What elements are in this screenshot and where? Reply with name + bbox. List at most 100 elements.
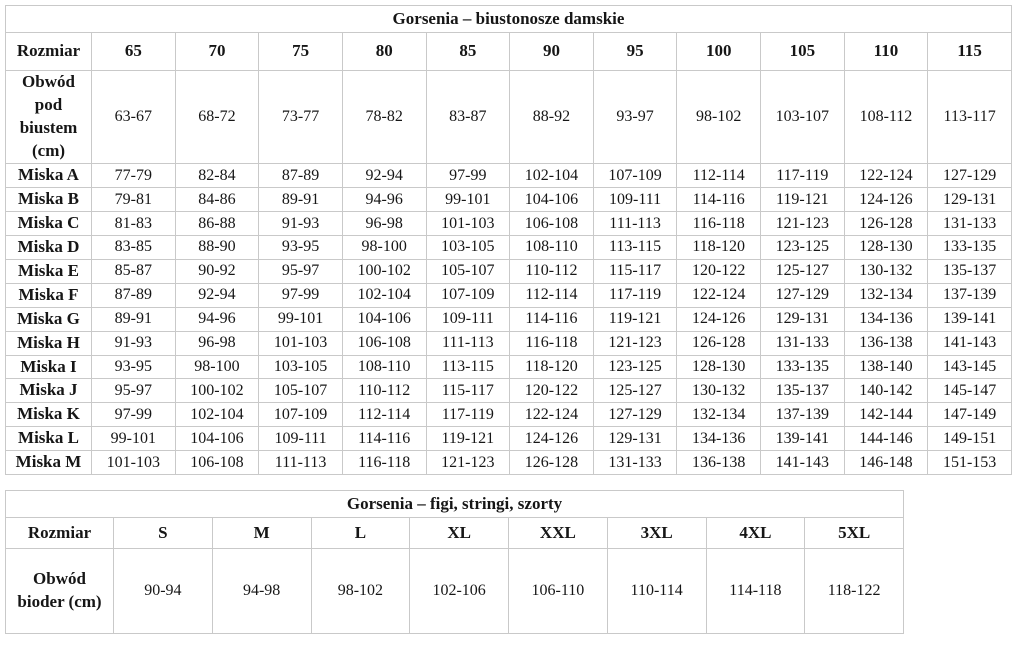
bras-cup-row: Miska A 77-79 82-84 87-89 92-94 97-99 102-104 1…	[5, 163, 1012, 188]
briefs-size-header-row: Rozmiar S M L XL XXL 3XL 4XL 5XL	[5, 517, 904, 549]
bras-underbust-cell: 93-97	[592, 70, 678, 164]
bras-size-cell: 95	[592, 32, 678, 71]
bras-cup-value-cell: 95-97	[91, 378, 176, 404]
bras-cup-value-cell: 121-123	[425, 450, 511, 476]
bras-cup-value-cell: 101-103	[425, 210, 511, 236]
bras-underbust-cell: 68-72	[174, 70, 260, 164]
bras-cup-row: Miska B 79-81 84-86 89-91 94-96 99-101 104-106…	[5, 186, 1012, 212]
bras-cup-value-cell: 137-139	[760, 402, 845, 428]
bras-cup-value-cell: 86-88	[174, 210, 260, 236]
bras-cup-value-cell: 114-116	[676, 186, 761, 212]
bras-cup-value-cell: 124-126	[843, 186, 929, 212]
bras-size-table: Gorsenia – biustonosze damskie Rozmiar 6…	[5, 5, 1012, 476]
bras-cup-value-cell: 109-111	[592, 186, 678, 212]
bras-cup-row: Miska G 89-91 94-96 99-101 104-106 109-111 114…	[5, 306, 1012, 332]
bras-cup-label: Miska D	[5, 234, 92, 260]
bras-cup-row: Miska D 83-85 88-90 93-95 98-100 103-105 108-1…	[5, 234, 1012, 260]
bras-cup-value-cell: 95-97	[258, 258, 343, 284]
bras-cup-row: Miska K 97-99 102-104 107-109 112-114 117-119…	[5, 402, 1012, 428]
bras-cup-value-cell: 106-108	[341, 330, 427, 356]
bras-underbust-cell: 78-82	[341, 70, 427, 164]
briefs-size-cell: 5XL	[804, 517, 904, 549]
bras-cup-label: Miska K	[5, 402, 92, 428]
bras-cup-value-cell: 121-123	[592, 330, 678, 356]
bras-cup-label: Miska M	[5, 450, 92, 476]
bras-cup-value-cell: 112-114	[676, 163, 761, 188]
bras-cup-value-cell: 151-153	[927, 450, 1012, 476]
bras-cup-value-cell: 133-135	[927, 234, 1012, 260]
bras-cup-value-cell: 117-119	[592, 282, 678, 308]
bras-cup-value-cell: 119-121	[425, 426, 511, 452]
bras-cup-label: Miska G	[5, 306, 92, 332]
bras-cup-value-cell: 135-137	[927, 258, 1012, 284]
bras-cup-label: Miska H	[5, 330, 92, 356]
bras-cup-value-cell: 106-108	[509, 210, 594, 236]
bras-cup-value-cell: 104-106	[174, 426, 260, 452]
bras-cup-label: Miska C	[5, 210, 92, 236]
bras-size-cell: 105	[760, 32, 845, 71]
bras-cup-value-cell: 104-106	[509, 186, 594, 212]
briefs-size-table: Gorsenia – figi, stringi, szorty Rozmiar…	[5, 490, 904, 634]
bras-cup-label: Miska E	[5, 258, 92, 284]
bras-cup-value-cell: 79-81	[91, 186, 176, 212]
bras-cup-label: Miska I	[5, 354, 92, 380]
bras-cup-value-cell: 125-127	[592, 378, 678, 404]
bras-cup-value-cell: 94-96	[341, 186, 427, 212]
bras-cup-value-cell: 104-106	[341, 306, 427, 332]
briefs-hips-cell: 94-98	[211, 548, 312, 634]
bras-cup-value-cell: 138-140	[843, 354, 929, 380]
bras-underbust-cell: 108-112	[843, 70, 929, 164]
bras-cup-value-cell: 122-124	[843, 163, 929, 188]
bras-cup-value-cell: 132-134	[843, 282, 929, 308]
bras-underbust-label: Obwód pod biustem (cm)	[5, 70, 92, 164]
bras-cup-value-cell: 108-110	[509, 234, 594, 260]
bras-cup-value-cell: 103-105	[425, 234, 511, 260]
bras-cup-value-cell: 99-101	[91, 426, 176, 452]
bras-cup-value-cell: 127-129	[927, 163, 1012, 188]
bras-cup-value-cell: 112-114	[509, 282, 594, 308]
bras-cup-value-cell: 96-98	[341, 210, 427, 236]
bras-cup-row: Miska J 95-97 100-102 105-107 110-112 115-117…	[5, 378, 1012, 404]
bras-cup-value-cell: 109-111	[258, 426, 343, 452]
bras-cup-value-cell: 135-137	[760, 378, 845, 404]
bras-cup-row: Miska C 81-83 86-88 91-93 96-98 101-103 106-10…	[5, 210, 1012, 236]
bras-cup-value-cell: 134-136	[843, 306, 929, 332]
bras-cup-value-cell: 132-134	[676, 402, 761, 428]
bras-cup-value-cell: 113-115	[592, 234, 678, 260]
bras-cup-value-cell: 118-120	[509, 354, 594, 380]
briefs-hips-row: Obwód bioder (cm) 90-94 94-98 98-102 102-10…	[5, 548, 904, 634]
bras-cup-value-cell: 124-126	[509, 426, 594, 452]
bras-cup-value-cell: 146-148	[843, 450, 929, 476]
bras-cup-row: Miska L 99-101 104-106 109-111 114-116 119-12…	[5, 426, 1012, 452]
bras-size-cell: 110	[843, 32, 929, 71]
briefs-hips-label: Obwód bioder (cm)	[5, 548, 114, 634]
bras-underbust-cell: 98-102	[676, 70, 761, 164]
bras-cup-row: Miska I 93-95 98-100 103-105 108-110 113-115 1…	[5, 354, 1012, 380]
bras-cup-value-cell: 106-108	[174, 450, 260, 476]
bras-cup-value-cell: 127-129	[760, 282, 845, 308]
bras-size-cell: 85	[425, 32, 511, 71]
bras-cup-value-cell: 123-125	[760, 234, 845, 260]
bras-cup-value-cell: 107-109	[258, 402, 343, 428]
bras-cup-value-cell: 124-126	[676, 306, 761, 332]
bras-cup-value-cell: 101-103	[91, 450, 176, 476]
bras-cup-value-cell: 116-118	[509, 330, 594, 356]
bras-underbust-cell: 113-117	[927, 70, 1012, 164]
bras-cup-value-cell: 114-116	[509, 306, 594, 332]
bras-cup-value-cell: 130-132	[676, 378, 761, 404]
bras-size-cell: 65	[91, 32, 176, 71]
bras-cup-value-cell: 134-136	[676, 426, 761, 452]
briefs-table-title-row: Gorsenia – figi, stringi, szorty	[5, 490, 904, 518]
bras-cup-label: Miska A	[5, 163, 92, 188]
bras-cup-value-cell: 96-98	[174, 330, 260, 356]
bras-cup-label: Miska J	[5, 378, 92, 404]
bras-cup-value-cell: 99-101	[425, 186, 511, 212]
bras-underbust-cell: 83-87	[425, 70, 511, 164]
bras-cup-value-cell: 92-94	[341, 163, 427, 188]
bras-cup-value-cell: 131-133	[927, 210, 1012, 236]
bras-cup-value-cell: 120-122	[676, 258, 761, 284]
bras-cup-value-cell: 102-104	[341, 282, 427, 308]
briefs-hips-cell: 102-106	[409, 548, 509, 634]
bras-size-header-label: Rozmiar	[5, 32, 92, 71]
